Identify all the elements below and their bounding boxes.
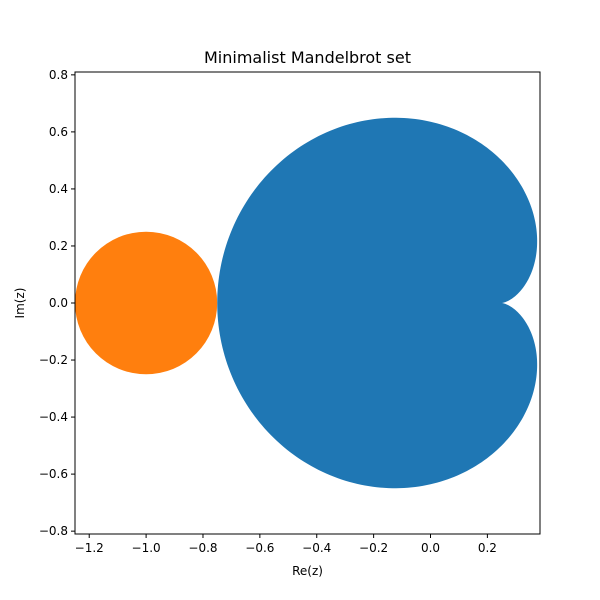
y-tick-label: −0.4: [39, 410, 68, 424]
y-tick-label: 0.6: [49, 125, 68, 139]
x-tick-label: −0.2: [359, 541, 388, 555]
x-tick-label: −0.8: [188, 541, 217, 555]
x-tick-label: −0.6: [245, 541, 274, 555]
y-axis-label: Im(z): [13, 288, 27, 319]
x-tick-label: 0.2: [478, 541, 497, 555]
chart-marks: [75, 117, 538, 489]
x-axis: −1.2 −1.0 −0.8 −0.6 −0.4 −0.2 0.0 0.2: [75, 534, 497, 555]
y-tick-label: 0.0: [49, 296, 68, 310]
y-tick-label: 0.2: [49, 239, 68, 253]
period-2-bulb: [75, 231, 218, 375]
x-axis-label: Re(z): [292, 564, 323, 578]
y-tick-label: −0.6: [39, 467, 68, 481]
y-tick-label: −0.2: [39, 353, 68, 367]
y-tick-label: −0.8: [39, 524, 68, 538]
y-tick-label: 0.4: [49, 182, 68, 196]
y-tick-label: 0.8: [49, 68, 68, 82]
main-cardioid: [217, 117, 538, 489]
x-tick-label: −1.2: [75, 541, 104, 555]
x-tick-label: 0.0: [421, 541, 440, 555]
x-tick-label: −0.4: [302, 541, 331, 555]
y-axis: −0.8 −0.6 −0.4 −0.2 0.0 0.2 0.4 0.6 0.8: [39, 68, 75, 538]
plot-area: [74, 71, 541, 535]
chart-title: Minimalist Mandelbrot set: [204, 48, 411, 67]
x-tick-label: −1.0: [132, 541, 161, 555]
